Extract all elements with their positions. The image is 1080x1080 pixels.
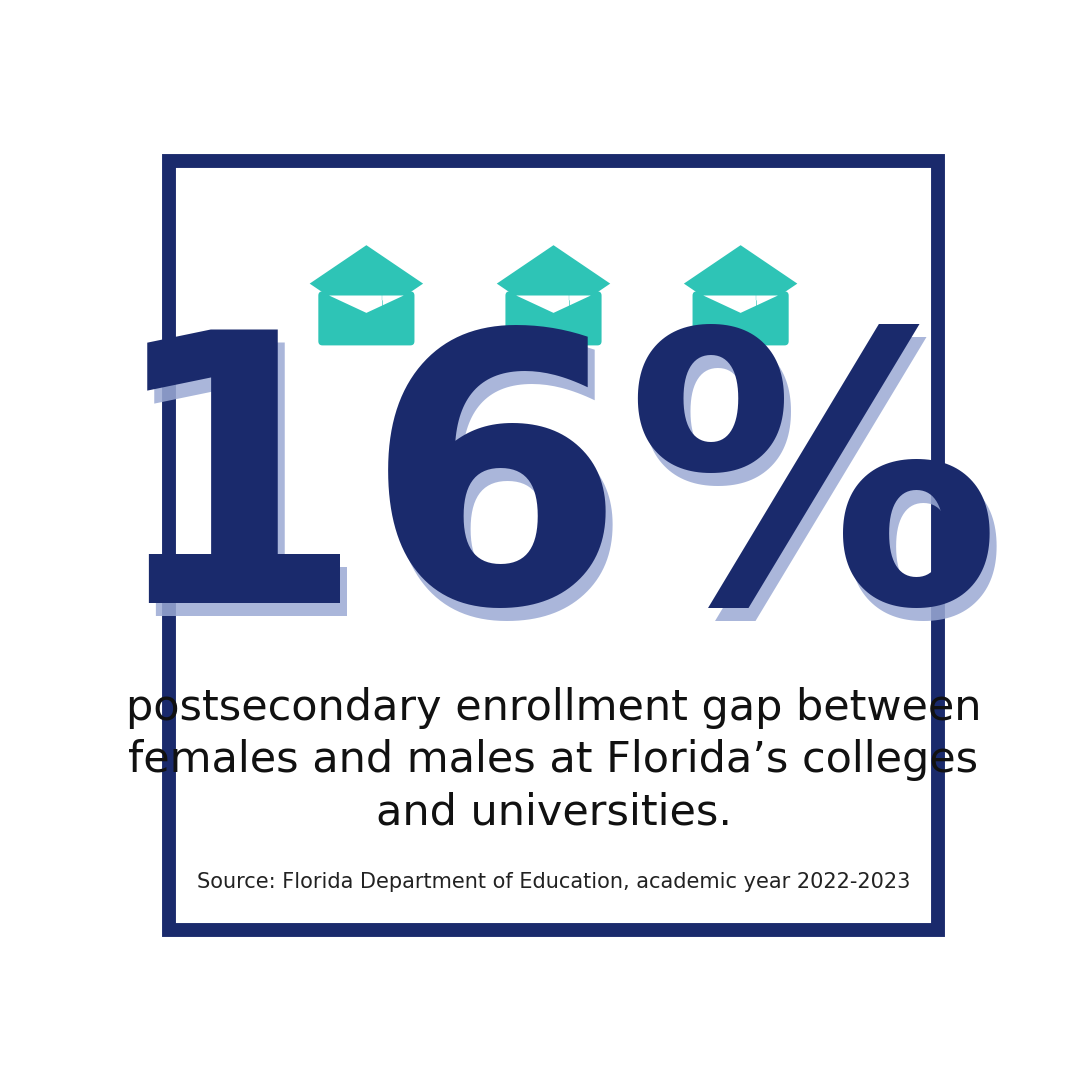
Text: postsecondary enrollment gap between: postsecondary enrollment gap between <box>125 687 982 729</box>
Text: females and males at Florida’s colleges: females and males at Florida’s colleges <box>129 739 978 781</box>
FancyBboxPatch shape <box>692 292 788 346</box>
Polygon shape <box>329 296 404 313</box>
FancyBboxPatch shape <box>319 292 415 346</box>
Polygon shape <box>497 245 610 322</box>
Polygon shape <box>703 296 778 313</box>
FancyBboxPatch shape <box>505 292 602 346</box>
Polygon shape <box>310 245 423 322</box>
FancyBboxPatch shape <box>170 161 937 930</box>
Text: Source: Florida Department of Education, academic year 2022-2023: Source: Florida Department of Education,… <box>197 873 910 892</box>
Text: and universities.: and universities. <box>376 792 731 834</box>
Polygon shape <box>684 245 797 322</box>
Text: 16%: 16% <box>105 319 1002 681</box>
Polygon shape <box>516 296 591 313</box>
Text: 16%: 16% <box>111 330 1009 693</box>
